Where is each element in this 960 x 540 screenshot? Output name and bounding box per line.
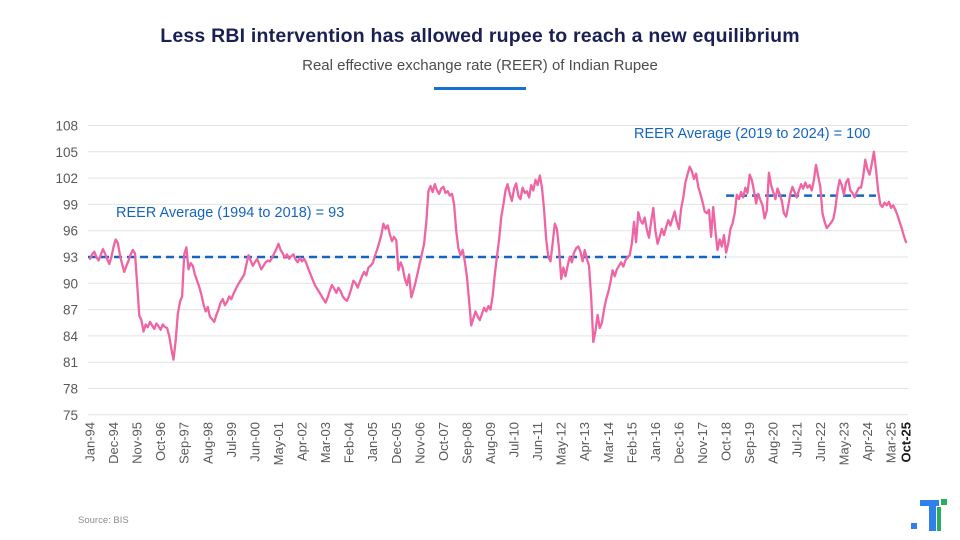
x-axis-tick-label: Jun-11 [530, 422, 545, 461]
subtitle-underline-bar [434, 87, 526, 90]
page-title: Less RBI intervention has allowed rupee … [160, 25, 800, 47]
x-axis-tick-label: Feb-15 [624, 422, 639, 463]
x-axis-tick-label: Oct-07 [436, 422, 451, 461]
y-axis-tick-label: 96 [63, 224, 78, 239]
y-axis-tick-label: 108 [55, 118, 78, 133]
x-axis-tick-label: Jul-10 [507, 422, 522, 457]
x-axis-tick-label: Oct-18 [719, 422, 734, 461]
x-axis-tick-label: Mar-14 [601, 422, 616, 463]
brand-logo-icon [911, 499, 947, 531]
x-axis-tick-label: Dec-16 [671, 422, 686, 464]
x-axis-tick-label: Oct-25 [899, 422, 914, 462]
source-note: Source: BIS [78, 515, 129, 526]
x-axis-tick-label: Jul-21 [789, 422, 804, 457]
x-axis-tick-label: Jan-16 [648, 422, 663, 462]
x-axis-tick-label: Mar-25 [884, 422, 899, 463]
reer-average-2019-2024-annotation: REER Average (2019 to 2024) = 100 [634, 126, 871, 142]
x-axis-tick-label: Jun-00 [247, 422, 262, 462]
x-axis-tick-label: Jun-22 [813, 422, 828, 462]
chart-subtitle: Real effective exchange rate (REER) of I… [302, 57, 658, 74]
x-axis-tick-label: Apr-24 [860, 422, 875, 461]
x-axis-tick-label: Jan-05 [365, 422, 380, 462]
x-axis-tick-label: Dec-94 [106, 422, 121, 464]
y-axis-tick-label: 87 [63, 303, 78, 318]
reer-series-line [88, 150, 908, 361]
reer-average-1994-2018-annotation: REER Average (1994 to 2018) = 93 [116, 205, 345, 221]
x-axis-tick-label: Dec-05 [389, 422, 404, 464]
x-axis-tick-label: May-12 [554, 422, 569, 465]
y-axis-tick-label: 99 [63, 197, 78, 212]
x-axis-tick-label: May-01 [271, 422, 286, 465]
x-axis-tick-label: Sep-08 [459, 422, 474, 464]
y-axis-tick-label: 93 [63, 250, 78, 265]
x-axis-tick-label: Jul-99 [224, 422, 239, 457]
y-axis-tick-label: 105 [55, 145, 78, 160]
x-axis-tick-label: Sep-97 [177, 422, 192, 464]
x-axis-tick-label: Apr-02 [295, 422, 310, 461]
x-axis-tick-label: Nov-95 [130, 422, 145, 464]
x-axis-tick-label: Nov-06 [412, 422, 427, 464]
y-axis-tick-label: 84 [63, 329, 79, 344]
x-axis-tick-label: Aug-98 [200, 422, 215, 464]
x-axis-tick-label: Jan-94 [83, 422, 98, 462]
y-axis-tick-label: 78 [63, 382, 78, 397]
y-axis-tick-label: 90 [63, 276, 78, 291]
x-axis-tick-label: May-23 [836, 422, 851, 465]
x-axis-tick-label: Aug-20 [766, 422, 781, 464]
x-axis-tick-label: Aug-09 [483, 422, 498, 464]
x-axis-tick-label: Sep-19 [742, 422, 757, 464]
x-axis-tick-label: Feb-04 [342, 422, 357, 463]
x-axis-tick-label: Oct-96 [153, 422, 168, 461]
y-axis-tick-label: 81 [63, 355, 78, 370]
x-axis-tick-label: Apr-13 [577, 422, 592, 461]
y-axis-tick-label: 75 [63, 408, 78, 423]
y-axis-tick-label: 102 [55, 171, 78, 186]
x-axis-tick-label: Mar-03 [318, 422, 333, 463]
x-axis-tick-label: Nov-17 [695, 422, 710, 464]
